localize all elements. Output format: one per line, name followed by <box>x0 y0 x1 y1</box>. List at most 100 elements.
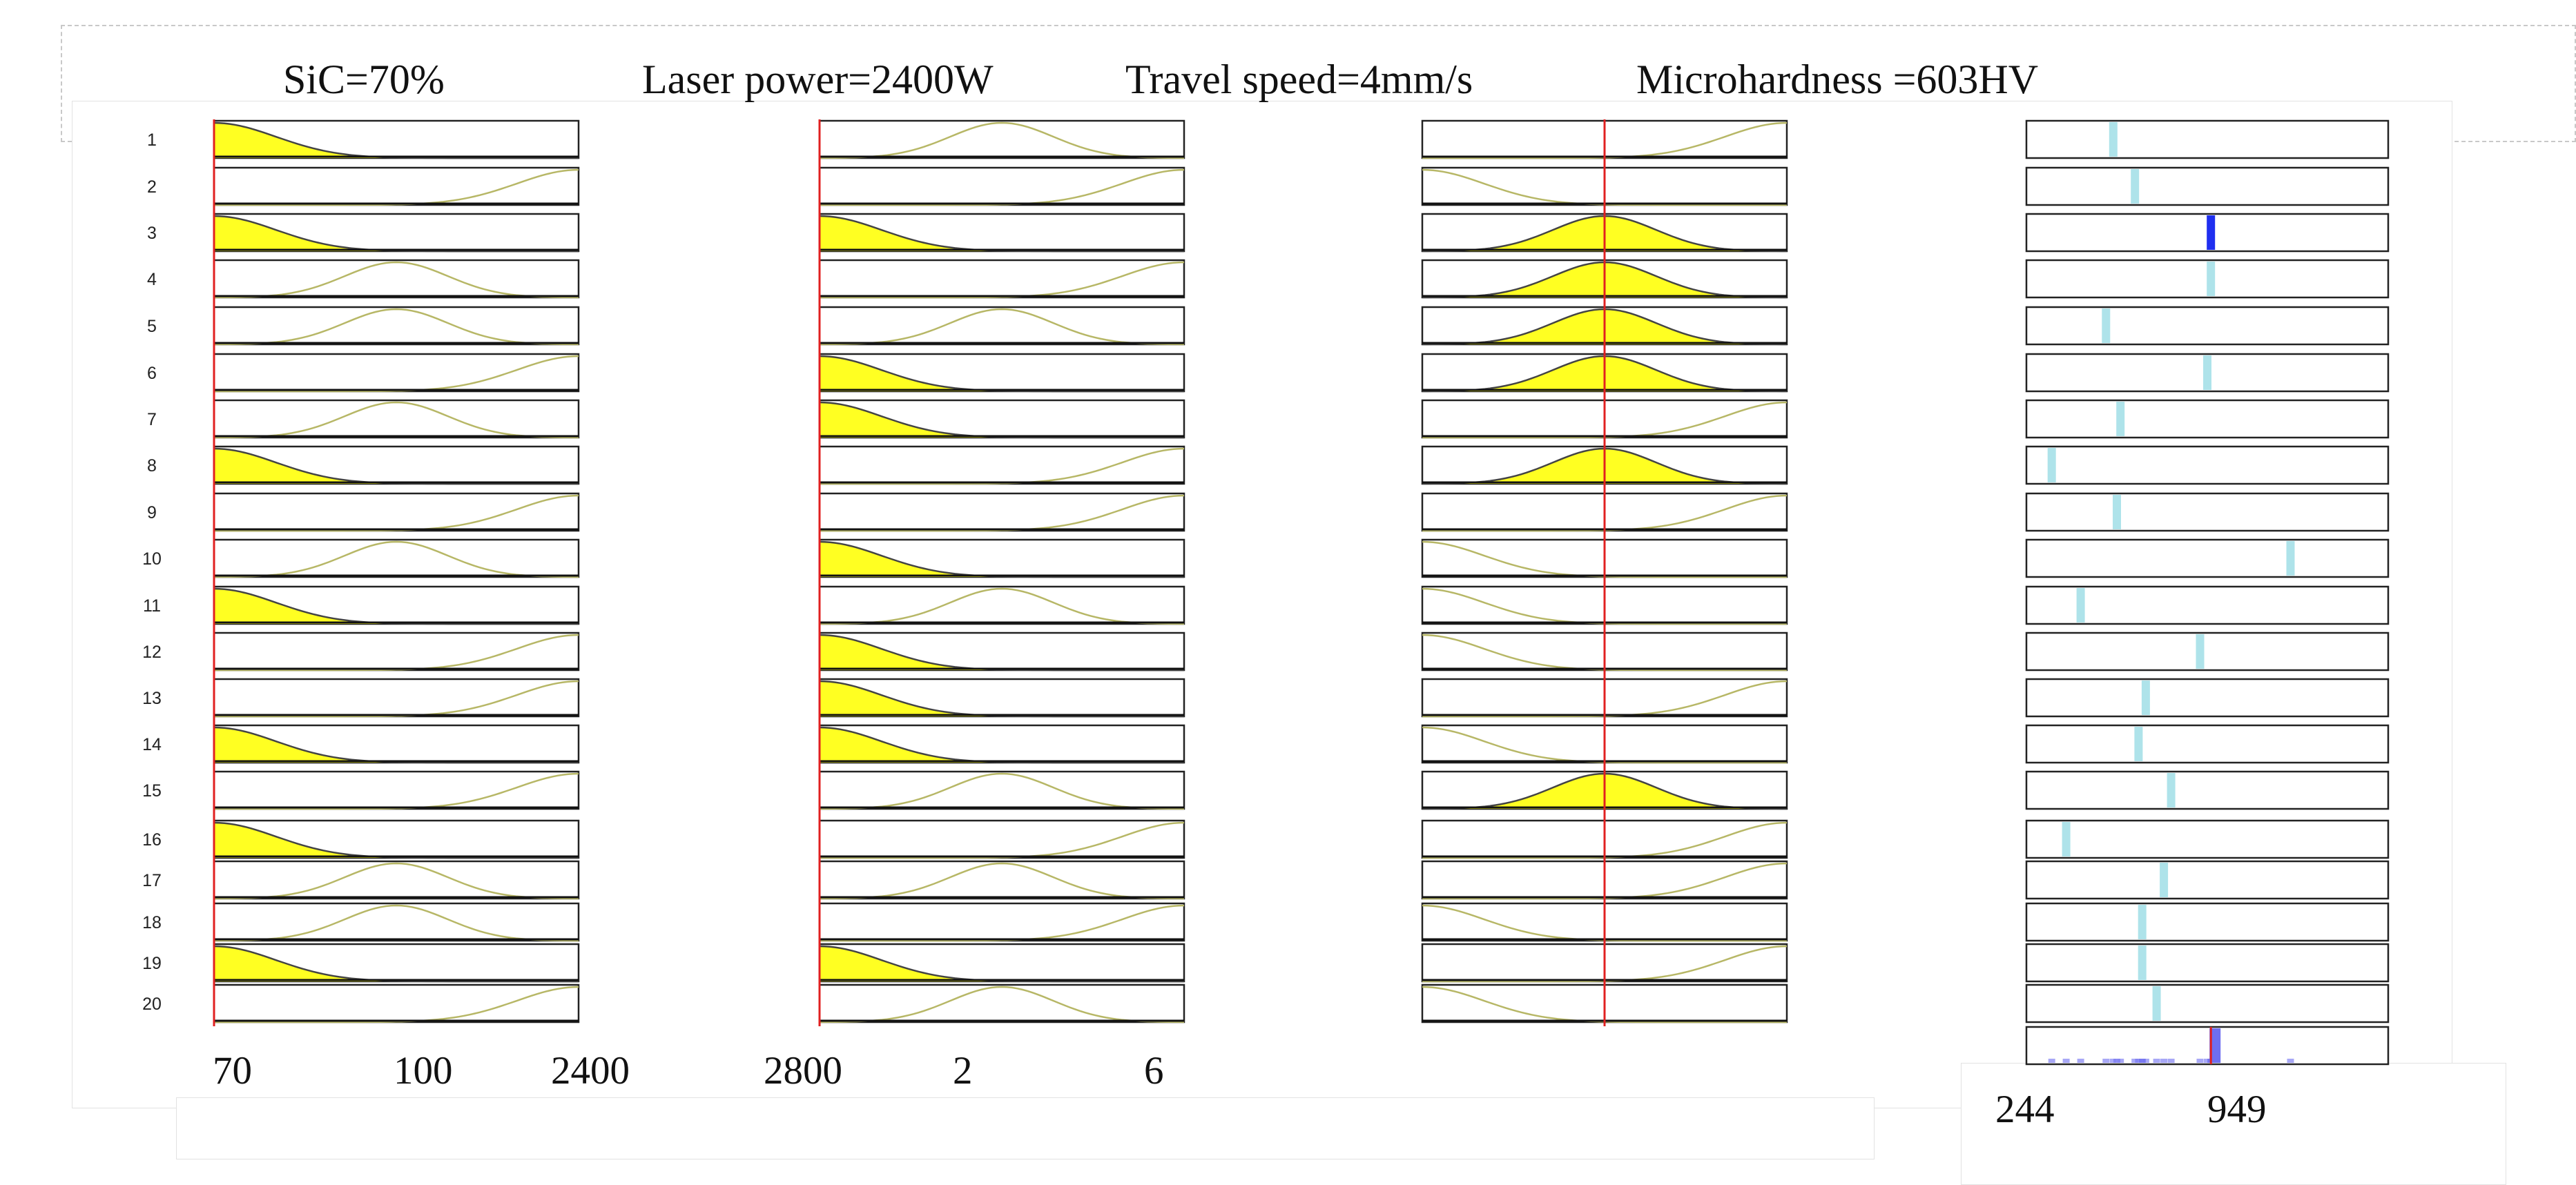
output-box <box>2025 770 2390 810</box>
membership-fill <box>214 123 579 158</box>
output-bar <box>2131 169 2140 204</box>
rule-number: 13 <box>142 689 162 708</box>
output-bar <box>2167 773 2176 807</box>
rule-row: 19 <box>142 943 2390 983</box>
membership-box <box>213 306 580 346</box>
output-bar <box>2062 822 2071 856</box>
membership-fill <box>820 946 1184 981</box>
membership-box <box>213 983 580 1024</box>
rule-number: 17 <box>142 871 162 890</box>
membership-fill <box>820 635 1184 670</box>
rule-number: 8 <box>147 456 157 476</box>
rule-number: 12 <box>142 643 162 662</box>
output-box <box>2025 943 2390 983</box>
axis-label-input1-min: 70 <box>213 1049 252 1093</box>
membership-fill <box>214 727 579 763</box>
membership-box <box>818 259 1185 299</box>
output-box <box>2025 902 2390 942</box>
rule-row: 6 <box>147 353 2390 393</box>
output-bar <box>2102 309 2111 343</box>
rule-row: 1 <box>147 119 2390 159</box>
rule-number: 9 <box>147 503 157 522</box>
rule-row: 12 <box>142 631 2390 672</box>
membership-box <box>818 860 1185 900</box>
aggregate-output-row <box>2025 1026 2390 1066</box>
aggregate-tick <box>2102 1059 2110 1063</box>
membership-box <box>213 166 580 206</box>
aggregate-tick <box>2160 1059 2168 1063</box>
rule-row: 2 <box>147 166 2390 206</box>
rule-number: 19 <box>142 954 162 973</box>
aggregate-bar <box>2209 1028 2221 1063</box>
rule-row: 8 <box>147 445 2390 485</box>
rule-row: 11 <box>143 585 2390 625</box>
output-bar <box>2109 122 2118 157</box>
output-bar <box>2207 215 2216 250</box>
output-bar <box>2047 448 2056 482</box>
output-box <box>2025 585 2390 625</box>
aggregate-tick <box>2048 1059 2055 1063</box>
output-bar <box>2207 262 2216 296</box>
output-bar <box>2203 355 2211 390</box>
output-box <box>2025 724 2390 764</box>
output-box <box>2025 492 2390 532</box>
output-box <box>2025 631 2390 672</box>
membership-fill <box>214 589 579 624</box>
rule-number: 20 <box>142 995 162 1014</box>
membership-box <box>213 770 580 810</box>
rule-row: 5 <box>147 306 2390 346</box>
header-input1: SiC=70% <box>283 57 445 102</box>
aggregate-tick <box>2142 1059 2149 1063</box>
output-box <box>2025 445 2390 485</box>
membership-box <box>818 770 1185 810</box>
header-input3: Travel speed=4mm/s <box>1125 57 1473 102</box>
rule-number: 6 <box>147 364 157 383</box>
output-bar <box>2113 495 2121 529</box>
rule-row: 14 <box>142 724 2390 764</box>
rule-number: 18 <box>142 913 162 932</box>
output-box <box>2025 166 2390 206</box>
aggregate-tick <box>2131 1059 2139 1063</box>
aggregate-tick <box>2138 1059 2146 1063</box>
rule-number: 14 <box>142 735 162 754</box>
axis-label-output-min: 244 <box>1995 1088 2055 1131</box>
rule-number: 11 <box>143 596 161 616</box>
aggregate-tick <box>2135 1059 2142 1063</box>
header-output: Microhardness =603HV <box>1636 57 2038 102</box>
membership-fill <box>820 681 1184 716</box>
aggregate-box <box>2025 1026 2390 1066</box>
output-bar <box>2134 727 2143 761</box>
membership-box <box>818 166 1185 206</box>
output-box <box>2025 119 2390 159</box>
membership-fill <box>214 216 579 251</box>
output-bar <box>2152 986 2161 1021</box>
membership-box <box>213 631 580 672</box>
aggregate-tick <box>2167 1059 2175 1063</box>
output-box <box>2025 860 2390 900</box>
axis-label-input2-mid: 2 <box>953 1049 973 1093</box>
rule-row: 20 <box>142 983 2390 1024</box>
membership-box <box>818 819 1185 859</box>
membership-box <box>213 399 580 439</box>
membership-box <box>213 492 580 532</box>
membership-fill <box>214 823 579 858</box>
rule-row: 16 <box>142 819 2390 859</box>
membership-fill <box>214 449 579 484</box>
rule-number: 4 <box>147 270 157 289</box>
membership-box <box>818 445 1185 485</box>
output-box <box>2025 538 2390 578</box>
membership-box <box>213 902 580 942</box>
axis-label-input2-max: 6 <box>1144 1049 1164 1093</box>
output-box <box>2025 819 2390 859</box>
membership-box <box>818 119 1185 159</box>
membership-box <box>213 538 580 578</box>
aggregate-tick <box>2153 1059 2160 1063</box>
membership-fill <box>820 542 1184 577</box>
membership-fill <box>820 216 1184 251</box>
output-bar <box>2141 680 2150 715</box>
membership-box <box>213 353 580 393</box>
aggregate-tick <box>2062 1059 2070 1063</box>
rule-number: 1 <box>147 130 157 150</box>
output-bar <box>2138 946 2147 980</box>
